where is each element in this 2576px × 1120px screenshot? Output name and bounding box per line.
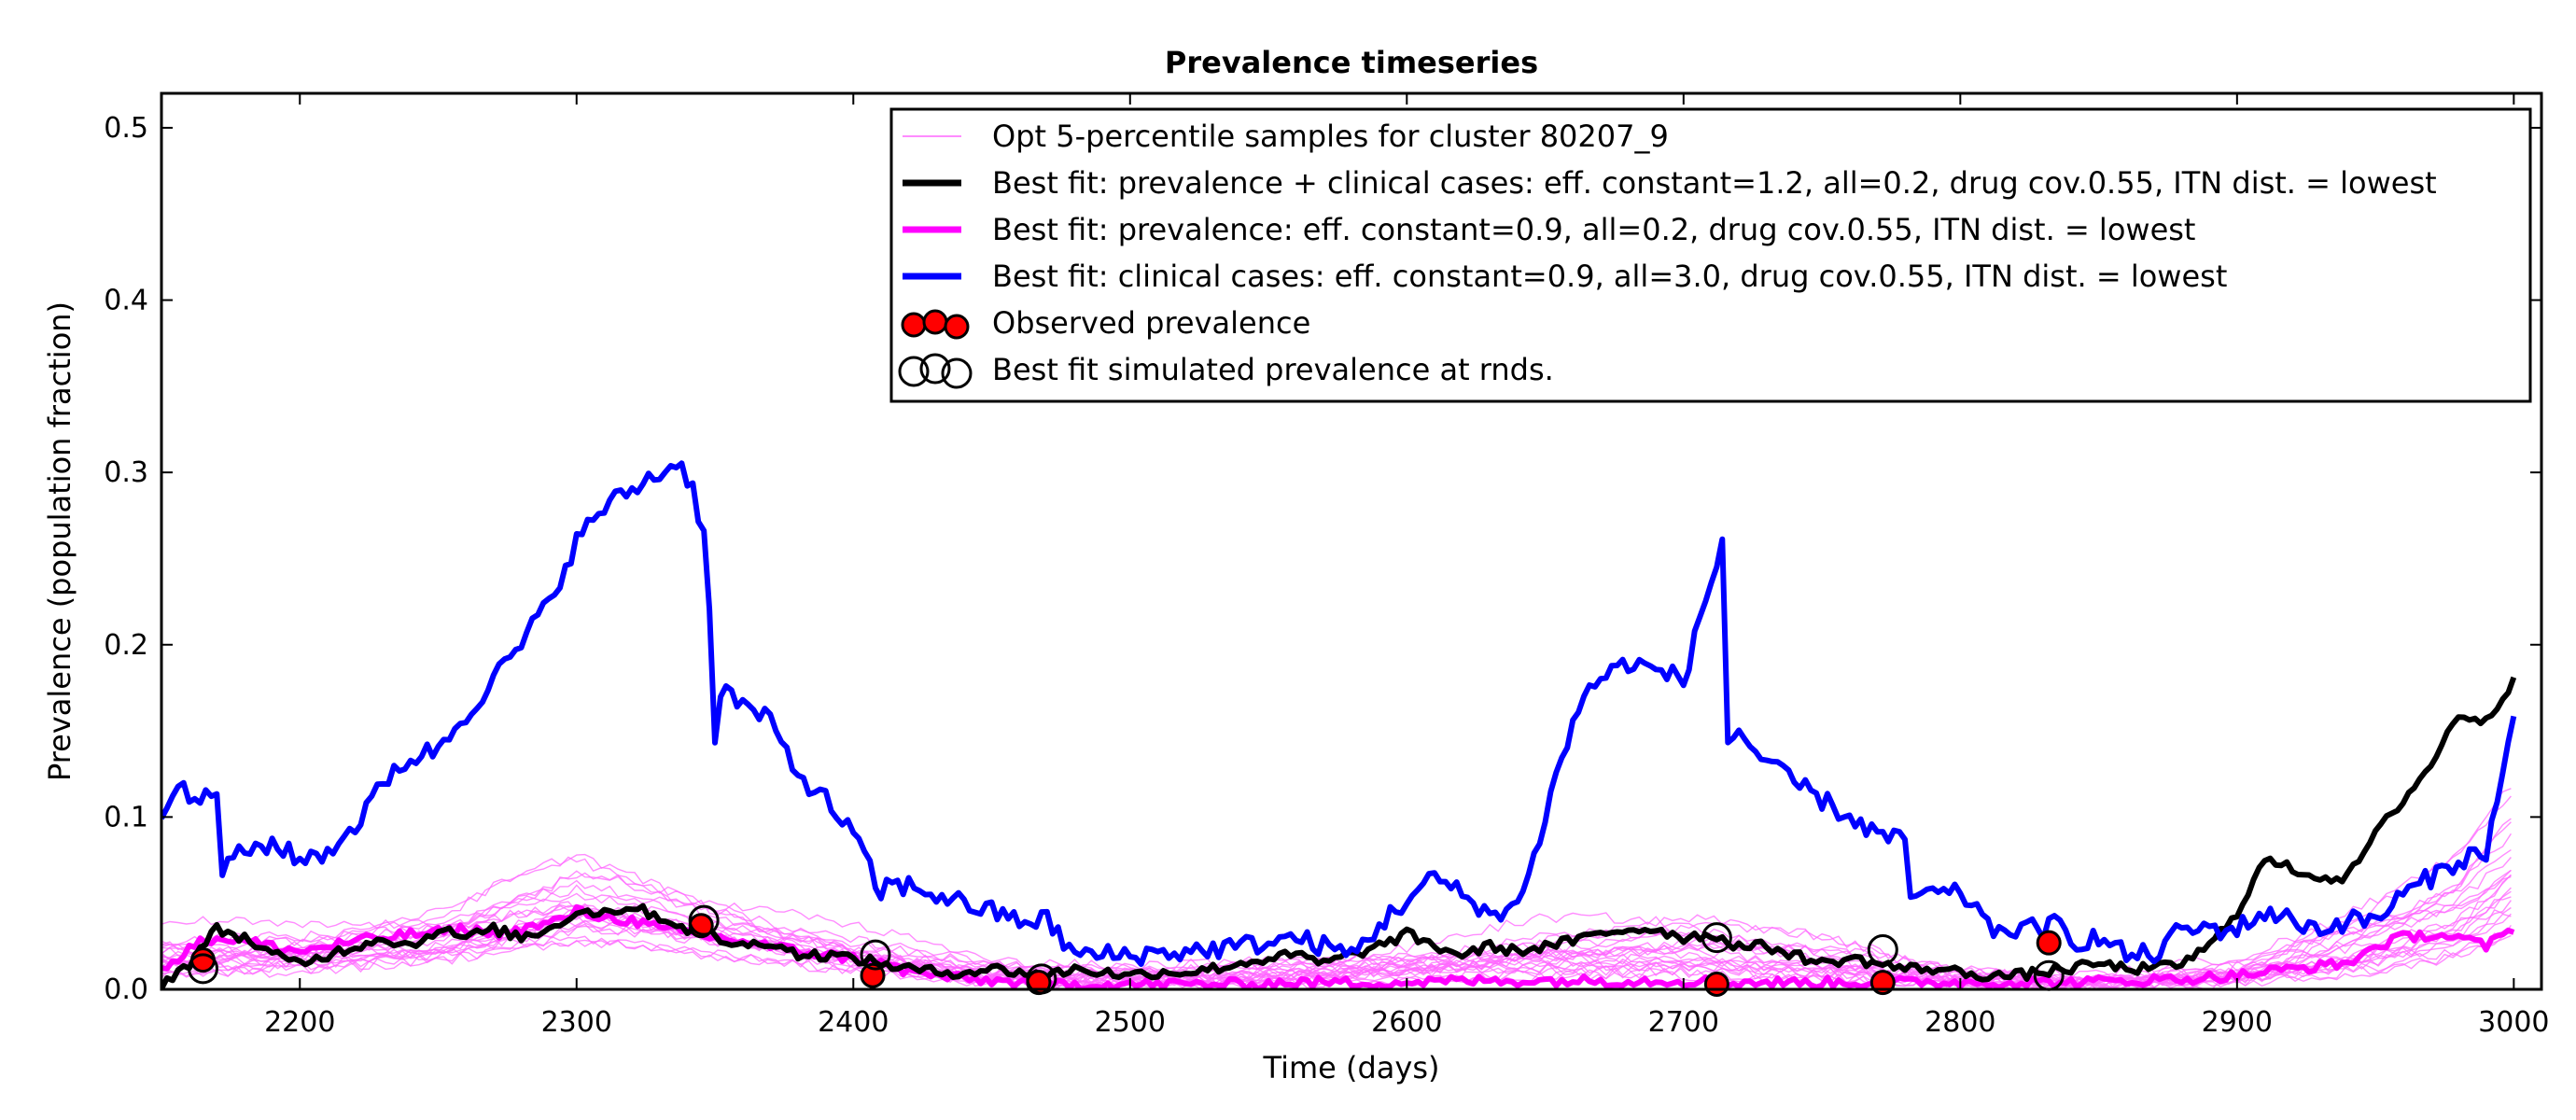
plot-frame xyxy=(160,91,2543,991)
simulated-point xyxy=(860,939,891,971)
x-tick-label: 2200 xyxy=(264,1006,335,1039)
series-line xyxy=(161,903,2515,989)
series-line xyxy=(161,460,2517,967)
series-line xyxy=(161,676,2517,989)
legend-swatch-observed xyxy=(901,309,970,340)
y-tick-label: 0.4 xyxy=(104,285,148,317)
sample-line xyxy=(161,857,2512,979)
simulated-point xyxy=(688,904,720,936)
x-tick-label: 2800 xyxy=(1925,1006,1995,1039)
x-tick-label: 2300 xyxy=(541,1006,612,1039)
x-tick-label: 2700 xyxy=(1648,1006,1719,1039)
plot-area xyxy=(161,460,2517,997)
y-tick-label: 0.0 xyxy=(104,973,148,1006)
simulated-point xyxy=(1867,934,1898,966)
observed-point xyxy=(2036,930,2062,956)
legend-box xyxy=(889,107,2532,403)
y-tick-label: 0.5 xyxy=(104,112,148,145)
x-tick-label: 2600 xyxy=(1371,1006,1442,1039)
axis-ticks: 2200 2300 2400 2500 2600 2700 2800 2900 3000 0.0 0… xyxy=(104,93,2550,1039)
x-tick-label: 2900 xyxy=(2202,1006,2273,1039)
x-tick-label: 2500 xyxy=(1095,1006,1166,1039)
legend-swatch-simulated xyxy=(898,353,973,389)
legend-label-best-prev-clinical: Best fit: prevalence + clinical cases: e… xyxy=(992,165,2437,201)
y-axis-label: Prevalence (population fraction) xyxy=(42,301,77,781)
x-tick-label: 3000 xyxy=(2478,1006,2549,1039)
simulated-point xyxy=(187,953,218,985)
observed-point xyxy=(1703,971,1729,997)
legend-label-observed: Observed prevalence xyxy=(992,305,1310,341)
legend-label-simulated: Best fit simulated prevalence at rnds. xyxy=(992,352,1554,387)
simulated-point xyxy=(1026,963,1057,995)
y-tick-label: 0.2 xyxy=(104,629,148,662)
x-tick-label: 2400 xyxy=(818,1006,889,1039)
legend-label-best-prev: Best fit: prevalence: eff. constant=0.9,… xyxy=(992,212,2195,247)
chart-title: Prevalence timeseries xyxy=(1165,45,1538,80)
y-tick-label: 0.3 xyxy=(104,456,148,489)
simulated-point xyxy=(1701,922,1732,954)
x-axis-label: Time (days) xyxy=(1263,1050,1440,1085)
observed-point xyxy=(189,947,216,973)
legend: Opt 5-percentile samples for cluster 802… xyxy=(889,107,2532,403)
legend-label-best-clinical: Best fit: clinical cases: eff. constant=… xyxy=(992,259,2227,294)
y-tick-label: 0.1 xyxy=(104,801,148,833)
legend-label-samples: Opt 5-percentile samples for cluster 802… xyxy=(992,119,1669,154)
